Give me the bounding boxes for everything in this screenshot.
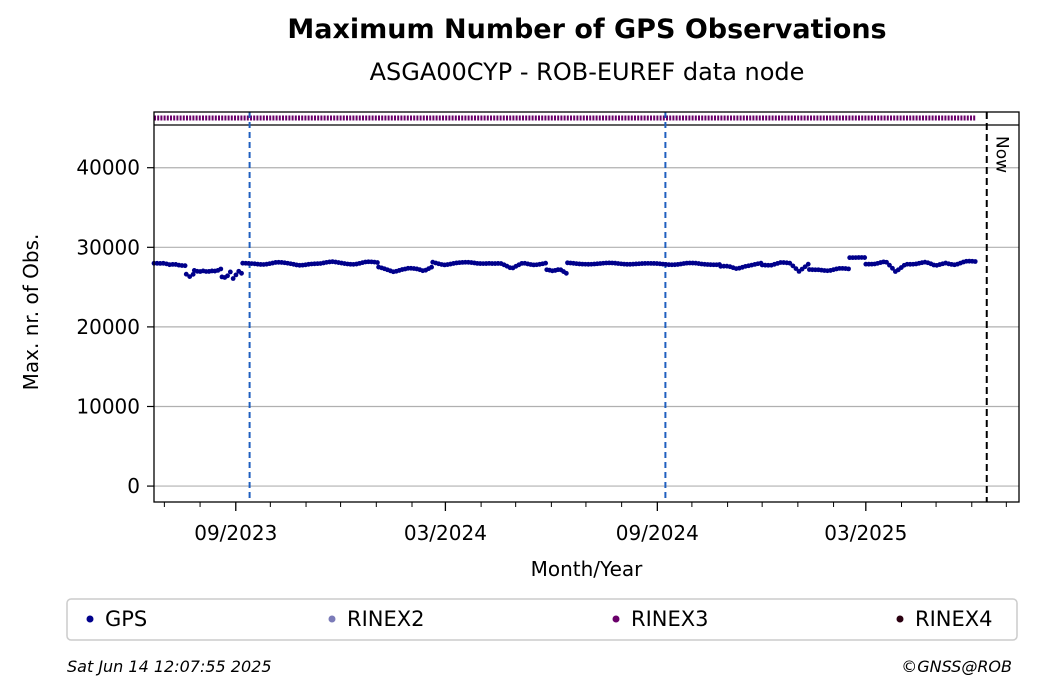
gps-point bbox=[890, 265, 895, 271]
gps-point bbox=[972, 259, 978, 264]
y-tick-label: 10000 bbox=[76, 394, 140, 418]
chart-subtitle: ASGA00CYP - ROB-EUREF data node bbox=[369, 58, 805, 86]
y-tick-label: 0 bbox=[127, 474, 140, 498]
plot-area bbox=[154, 112, 1019, 502]
footer-timestamp: Sat Jun 14 12:07:55 2025 bbox=[67, 657, 272, 676]
gps-point bbox=[218, 266, 224, 272]
gps-point bbox=[227, 269, 233, 275]
chart-title: Maximum Number of GPS Observations bbox=[287, 14, 887, 45]
gps-point bbox=[563, 270, 569, 276]
gps-point bbox=[793, 266, 799, 272]
gps-point bbox=[887, 262, 892, 268]
legend-marker bbox=[612, 615, 620, 623]
y-tick-label: 20000 bbox=[76, 315, 140, 339]
gps-point bbox=[183, 271, 189, 277]
gps-point bbox=[846, 266, 851, 272]
gps-point bbox=[239, 270, 244, 276]
x-axis-label: Month/Year bbox=[531, 557, 644, 581]
legend-label: GPS bbox=[105, 607, 147, 631]
gps-point bbox=[225, 273, 230, 279]
plot-frame bbox=[153, 111, 1020, 503]
gps-point bbox=[862, 255, 868, 260]
legend-marker bbox=[328, 615, 336, 623]
now-label: Now bbox=[992, 136, 1012, 173]
gps-point bbox=[182, 263, 188, 269]
gps-point bbox=[230, 276, 236, 281]
x-tick-label: 09/2023 bbox=[194, 521, 277, 545]
gps-point bbox=[790, 263, 796, 269]
legend-box bbox=[66, 598, 1018, 641]
legend-label: RINEX4 bbox=[915, 607, 993, 631]
gps-point bbox=[233, 272, 239, 278]
gps-point bbox=[805, 261, 811, 267]
legend-label: RINEX2 bbox=[347, 607, 425, 631]
y-tick-label: 40000 bbox=[76, 156, 140, 180]
gps-point bbox=[187, 274, 193, 280]
gps-point bbox=[190, 271, 196, 277]
gps-point bbox=[884, 259, 889, 265]
gps-point bbox=[429, 264, 434, 270]
legend-marker bbox=[86, 615, 94, 623]
legend-marker bbox=[896, 615, 904, 623]
x-tick-label: 03/2024 bbox=[404, 521, 487, 545]
footer-credit: ©GNSS@ROB bbox=[901, 657, 1012, 676]
gps-point bbox=[375, 260, 380, 265]
legend-label: RINEX3 bbox=[631, 607, 709, 631]
x-tick-label: 09/2024 bbox=[616, 521, 699, 545]
y-axis-label: Max. nr. of Obs. bbox=[19, 234, 43, 391]
x-tick-label: 03/2025 bbox=[824, 521, 907, 545]
y-tick-label: 30000 bbox=[76, 235, 140, 259]
gps-point bbox=[543, 260, 549, 266]
